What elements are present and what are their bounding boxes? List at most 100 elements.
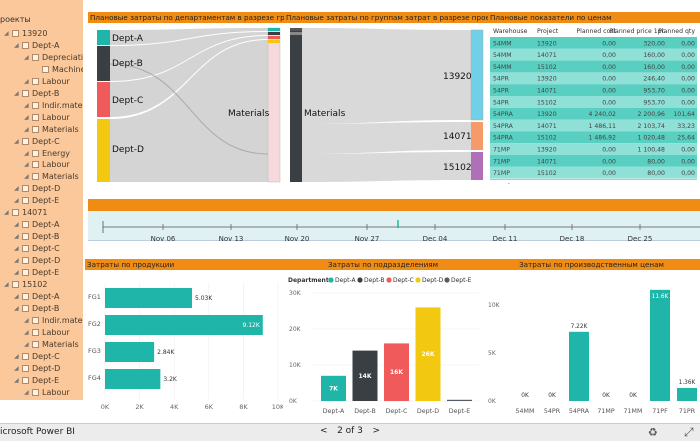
expand-chevron-icon[interactable]: ◢	[14, 137, 19, 145]
slicer-checkbox[interactable]	[32, 388, 39, 396]
next-page-button[interactable]: >	[372, 426, 380, 436]
expand-chevron-icon[interactable]: ◢	[14, 221, 19, 229]
slicer-checkbox[interactable]	[12, 209, 19, 217]
expand-chevron-icon[interactable]: ◢	[14, 292, 19, 300]
slicer-item[interactable]: ◢ Dept-D	[14, 255, 60, 266]
slicer-item[interactable]: ◢ Indir.materials	[24, 100, 83, 111]
timeline-slicer[interactable]	[88, 211, 700, 241]
expand-chevron-icon[interactable]: ◢	[14, 376, 19, 384]
node-group-left[interactable]	[267, 27, 281, 183]
slicer-checkbox[interactable]	[12, 280, 19, 288]
slicer-item[interactable]: ◢ Dept-E	[14, 267, 59, 278]
slicer-item[interactable]: ◢ Labour	[24, 159, 70, 170]
node-dept-c[interactable]	[97, 82, 110, 117]
slicer-checkbox[interactable]	[22, 221, 29, 229]
table-row[interactable]	[490, 60, 697, 73]
slicer-item[interactable]: ◢ Dept-A	[14, 40, 59, 51]
slicer-item[interactable]: ◢ Dept-B	[14, 88, 59, 99]
expand-chevron-icon[interactable]: ◢	[24, 173, 29, 181]
fullscreen-icon[interactable]: ⤢	[684, 425, 694, 439]
table-column-header[interactable]: Warehouse	[493, 28, 528, 35]
table-row[interactable]	[490, 37, 697, 49]
expand-chevron-icon[interactable]: ◢	[14, 257, 19, 265]
expand-chevron-icon[interactable]: ◢	[24, 149, 29, 157]
node-dept-b[interactable]	[97, 46, 110, 81]
slicer-item[interactable]: ◢ 15102	[4, 279, 47, 290]
legend-item[interactable]: Dept-A	[335, 277, 357, 284]
node-dept-a[interactable]	[97, 30, 110, 45]
slicer-checkbox[interactable]	[32, 173, 39, 181]
slicer-item[interactable]: ◢ Labour	[24, 112, 70, 123]
slicer-checkbox[interactable]	[22, 89, 29, 97]
expand-chevron-icon[interactable]: ◢	[24, 101, 29, 109]
slicer-checkbox[interactable]	[22, 352, 29, 360]
slicer-checkbox[interactable]	[22, 185, 29, 193]
expand-chevron-icon[interactable]: ◢	[24, 328, 29, 336]
slicer-checkbox[interactable]	[32, 77, 39, 85]
node-dept-d[interactable]	[97, 119, 110, 182]
table-row[interactable]	[490, 84, 697, 96]
expand-chevron-icon[interactable]: ◢	[24, 388, 29, 396]
slicer-checkbox[interactable]	[12, 30, 19, 37]
expand-chevron-icon[interactable]: ◢	[14, 245, 19, 253]
slicer-checkbox[interactable]	[22, 197, 29, 205]
slicer-checkbox[interactable]	[22, 233, 29, 241]
slicer-checkbox[interactable]	[22, 269, 29, 276]
slicer-checkbox[interactable]	[22, 364, 29, 372]
slicer-item[interactable]: ◢ Dept-B	[14, 231, 59, 242]
expand-chevron-icon[interactable]: ◢	[24, 316, 29, 324]
bar[interactable]	[447, 399, 472, 401]
slicer-checkbox[interactable]	[32, 125, 39, 133]
slicer-item[interactable]: ◢ Dept-D	[14, 363, 60, 374]
slicer-item[interactable]: Machine	[34, 64, 83, 75]
expand-chevron-icon[interactable]: ◢	[24, 77, 29, 85]
expand-chevron-icon[interactable]: ◢	[14, 197, 19, 205]
bar[interactable]	[415, 307, 441, 401]
slicer-item[interactable]: ◢ Dept-C	[14, 351, 60, 362]
slicer-checkbox[interactable]	[22, 257, 29, 265]
expand-chevron-icon[interactable]: ◢	[24, 161, 29, 169]
slicer-item[interactable]: ◢ Indir.materials	[24, 315, 83, 326]
slicer-checkbox[interactable]	[32, 113, 39, 121]
slicer-checkbox[interactable]	[22, 376, 29, 384]
table-column-header[interactable]: Planned price 1pc	[610, 28, 666, 35]
slicer-item[interactable]: ◢ 14071	[4, 207, 47, 218]
expand-chevron-icon[interactable]: ◢	[4, 209, 9, 217]
slicer-item[interactable]: ◢ Materials	[24, 339, 79, 350]
slicer-item[interactable]: ◢ Dept-B	[14, 303, 59, 314]
table-row[interactable]	[490, 143, 697, 155]
slicer-item[interactable]: ◢ 13920	[4, 28, 47, 39]
slicer-item[interactable]: ◢ Materials	[24, 171, 79, 182]
expand-chevron-icon[interactable]: ◢	[14, 364, 19, 372]
node-project-13920[interactable]	[470, 29, 484, 121]
slicer-item[interactable]: ◢ Materials	[24, 124, 79, 135]
slicer-checkbox[interactable]	[22, 41, 29, 49]
legend-item[interactable]: Dept-E	[451, 277, 472, 284]
bar[interactable]	[677, 387, 697, 401]
slicer-checkbox[interactable]	[22, 304, 29, 312]
slicer-item[interactable]: ◢ Labour	[24, 76, 70, 87]
table-row[interactable]	[490, 96, 697, 108]
table-row[interactable]	[490, 155, 697, 167]
slicer-item[interactable]: ◢ Dept-E	[14, 375, 59, 386]
slicer-item[interactable]: ◢ Depreciation	[24, 52, 83, 63]
bar[interactable]	[650, 289, 670, 401]
expand-chevron-icon[interactable]: ◢	[4, 30, 9, 37]
slicer-item[interactable]: ◢ Dept-D	[14, 183, 60, 194]
bar[interactable]	[105, 288, 193, 308]
slicer-checkbox[interactable]	[22, 245, 29, 253]
slicer-checkbox[interactable]	[32, 101, 39, 109]
table-row[interactable]	[490, 48, 697, 61]
table-row[interactable]	[490, 72, 697, 85]
expand-chevron-icon[interactable]: ◢	[14, 185, 19, 193]
table-row[interactable]	[490, 166, 697, 179]
legend-item[interactable]: Dept-D	[422, 277, 444, 284]
slicer-item[interactable]: ◢ Dept-A	[14, 291, 59, 302]
slicer-checkbox[interactable]	[32, 316, 39, 324]
bar[interactable]	[105, 342, 155, 362]
node-project-14071[interactable]	[471, 122, 483, 150]
legend-item[interactable]: Dept-B	[364, 277, 385, 284]
slicer-item[interactable]: ◢ Dept-A	[14, 219, 59, 230]
bar[interactable]	[384, 343, 409, 401]
slicer-item[interactable]: ◢ Dept-C	[14, 136, 60, 147]
